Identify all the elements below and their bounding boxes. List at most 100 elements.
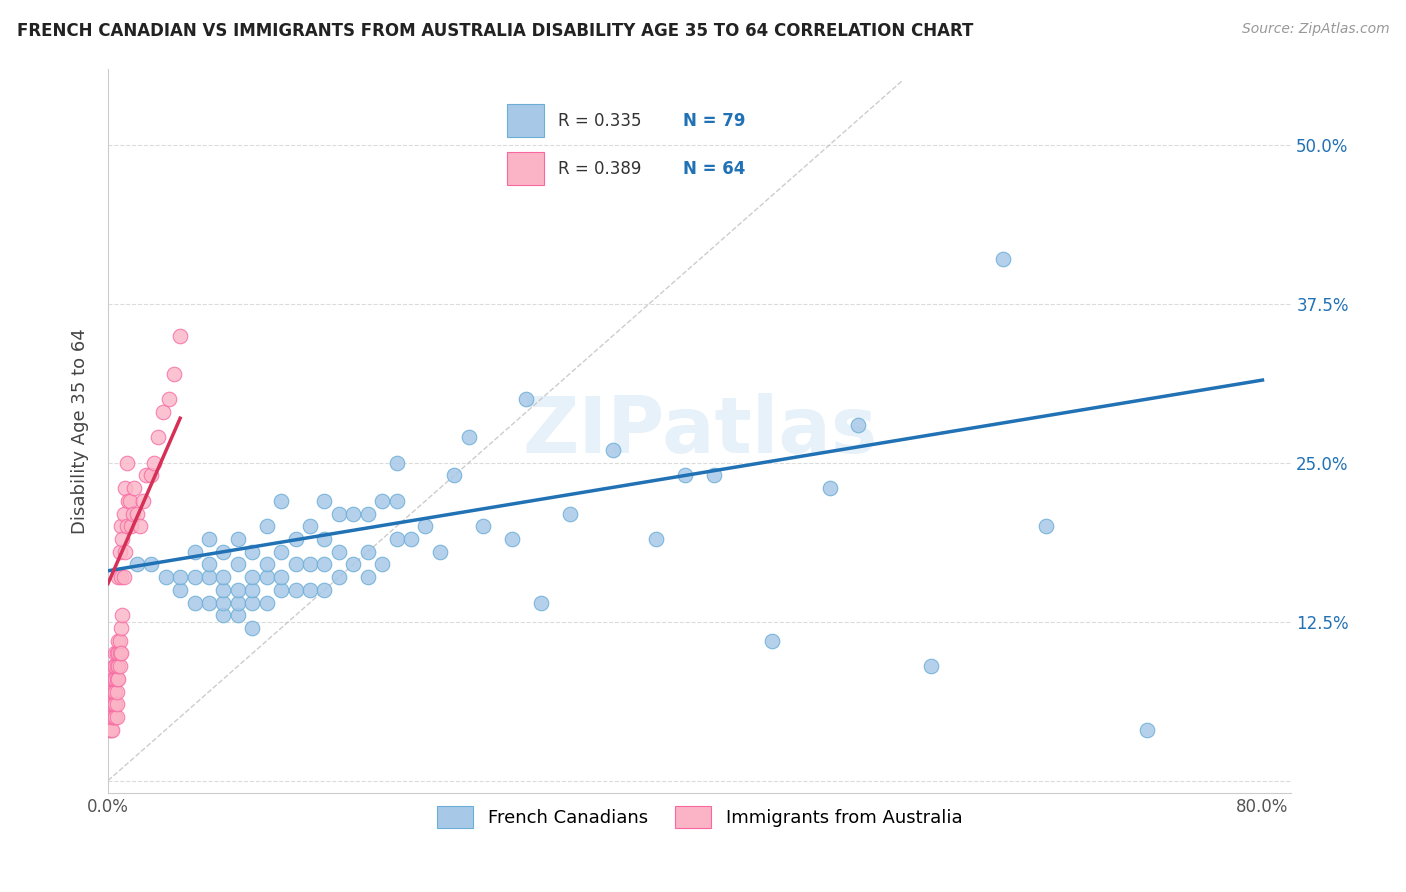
Legend: French Canadians, Immigrants from Australia: French Canadians, Immigrants from Austra…	[430, 798, 969, 835]
Point	[134, 468, 156, 483]
Point	[110, 647, 132, 661]
Point	[104, 710, 127, 724]
Point	[98, 723, 121, 737]
Point	[198, 532, 221, 546]
Point	[104, 698, 127, 712]
Point	[141, 468, 163, 483]
Point	[602, 442, 624, 457]
Point	[101, 672, 124, 686]
Point	[256, 558, 278, 572]
Point	[314, 494, 336, 508]
Point	[163, 367, 186, 381]
Point	[198, 596, 221, 610]
Point	[104, 672, 127, 686]
Point	[128, 519, 150, 533]
Point	[103, 659, 125, 673]
Point	[111, 532, 134, 546]
Point	[108, 633, 131, 648]
Point	[415, 519, 437, 533]
Point	[399, 532, 422, 546]
Point	[645, 532, 668, 546]
Point	[256, 519, 278, 533]
Point	[299, 558, 322, 572]
Point	[673, 468, 696, 483]
Point	[818, 481, 841, 495]
Point	[558, 507, 581, 521]
Point	[357, 545, 380, 559]
Point	[131, 494, 153, 508]
Point	[328, 545, 350, 559]
Point	[105, 710, 128, 724]
Point	[270, 570, 292, 584]
Point	[104, 684, 127, 698]
Point	[103, 698, 125, 712]
Point	[103, 684, 125, 698]
Point	[183, 545, 205, 559]
Point	[371, 558, 394, 572]
Point	[121, 507, 143, 521]
Point	[122, 481, 145, 495]
Point	[115, 519, 138, 533]
Point	[328, 570, 350, 584]
Point	[110, 621, 132, 635]
Point	[314, 558, 336, 572]
Point	[114, 545, 136, 559]
Point	[114, 481, 136, 495]
Point	[105, 698, 128, 712]
Point	[991, 252, 1014, 267]
Point	[371, 494, 394, 508]
Point	[103, 710, 125, 724]
Point	[107, 659, 129, 673]
Point	[501, 532, 523, 546]
Point	[270, 545, 292, 559]
Point	[101, 698, 124, 712]
Point	[115, 456, 138, 470]
Point	[240, 545, 263, 559]
Point	[920, 659, 942, 673]
Point	[105, 647, 128, 661]
Point	[100, 698, 122, 712]
Point	[105, 684, 128, 698]
Point	[107, 672, 129, 686]
Point	[703, 468, 725, 483]
Point	[848, 417, 870, 432]
Point	[226, 608, 249, 623]
Point	[105, 672, 128, 686]
Point	[107, 570, 129, 584]
Point	[183, 570, 205, 584]
Point	[357, 570, 380, 584]
Point	[108, 545, 131, 559]
Text: FRENCH CANADIAN VS IMMIGRANTS FROM AUSTRALIA DISABILITY AGE 35 TO 64 CORRELATION: FRENCH CANADIAN VS IMMIGRANTS FROM AUSTR…	[17, 22, 973, 40]
Point	[157, 392, 180, 406]
Point	[169, 570, 191, 584]
Point	[155, 570, 177, 584]
Point	[457, 430, 479, 444]
Text: ZIPatlas: ZIPatlas	[522, 393, 877, 469]
Point	[152, 405, 174, 419]
Point	[342, 558, 364, 572]
Point	[515, 392, 537, 406]
Point	[212, 570, 235, 584]
Point	[256, 596, 278, 610]
Point	[212, 596, 235, 610]
Point	[240, 582, 263, 597]
Point	[314, 532, 336, 546]
Point	[284, 558, 307, 572]
Point	[429, 545, 451, 559]
Point	[226, 582, 249, 597]
Point	[342, 507, 364, 521]
Point	[472, 519, 495, 533]
Point	[112, 507, 135, 521]
Point	[148, 430, 170, 444]
Point	[98, 710, 121, 724]
Point	[112, 570, 135, 584]
Point	[183, 596, 205, 610]
Point	[125, 558, 148, 572]
Point	[385, 456, 408, 470]
Point	[240, 596, 263, 610]
Point	[226, 596, 249, 610]
Point	[256, 570, 278, 584]
Point	[169, 328, 191, 343]
Point	[117, 494, 139, 508]
Point	[107, 633, 129, 648]
